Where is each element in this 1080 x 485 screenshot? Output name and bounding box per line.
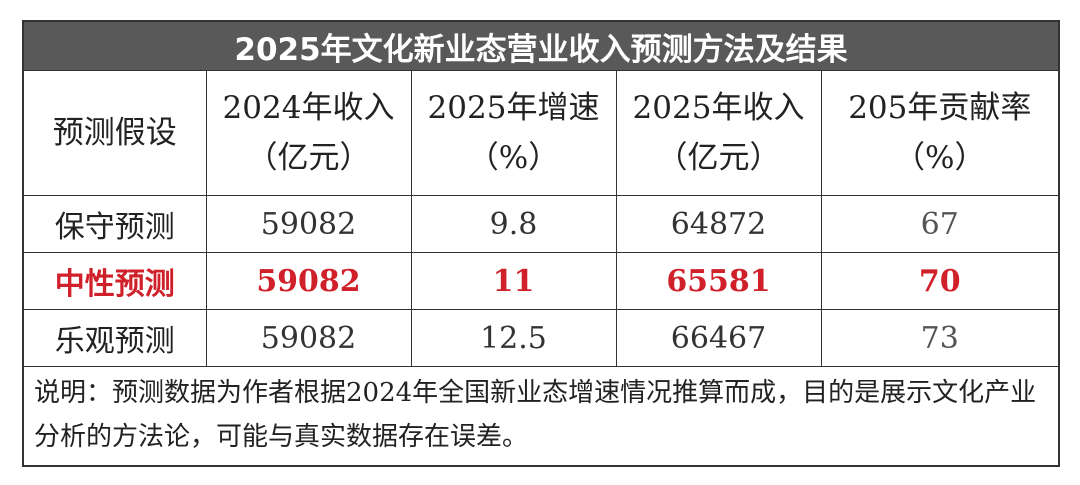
data-row-highlight: 中性预测 59082 11 65581 70 <box>22 252 1060 310</box>
header-row: 预测假设 2024年收入 （亿元） 2025年增速 （%） 2025年收入 （亿元） … <box>22 70 1060 196</box>
header-cell: 2025年增速 （%） <box>410 70 617 196</box>
header-unit: （亿元） <box>246 140 371 176</box>
header-line: 2024年收入 <box>222 90 395 126</box>
data-row: 乐观预测 59082 12.5 66467 73 <box>22 309 1060 367</box>
cell: 67 <box>820 195 1060 253</box>
header-unit: （亿元） <box>656 140 781 176</box>
row-label: 保守预测 <box>22 195 207 253</box>
header-cell: 2024年收入 （亿元） <box>205 70 412 196</box>
cell: 59082 <box>205 195 412 253</box>
table-title: 2025年文化新业态营业收入预测方法及结果 <box>22 20 1060 71</box>
note: 说明：预测数据为作者根据2024年全国新业态增速情况推算而成，目的是展示文化产业… <box>22 366 1060 467</box>
header-line: 预测假设 <box>52 115 177 151</box>
cell: 73 <box>820 309 1060 367</box>
cell: 64872 <box>615 195 822 253</box>
header-cell: 预测假设 <box>22 70 207 196</box>
header-line: 2025年增速 <box>427 90 600 126</box>
header-unit: （%） <box>894 140 986 176</box>
header-cell: 2025年收入 （亿元） <box>615 70 822 196</box>
cell: 66467 <box>615 309 822 367</box>
cell: 65581 <box>615 252 822 310</box>
row-label: 乐观预测 <box>22 309 207 367</box>
cell: 70 <box>820 252 1060 310</box>
data-row: 保守预测 59082 9.8 64872 67 <box>22 195 1060 253</box>
cell: 59082 <box>205 309 412 367</box>
cell: 59082 <box>205 252 412 310</box>
header-line: 205年贡献率 <box>848 90 1032 126</box>
cell: 9.8 <box>410 195 617 253</box>
forecast-table: 2025年文化新业态营业收入预测方法及结果 预测假设 2024年收入 （亿元） 2… <box>22 20 1061 467</box>
header-cell: 205年贡献率 （%） <box>820 70 1060 196</box>
table-wrap: 2025年文化新业态营业收入预测方法及结果 预测假设 2024年收入 （亿元） 2… <box>22 20 1061 467</box>
cell: 12.5 <box>410 309 617 367</box>
header-unit: （%） <box>467 140 560 176</box>
cell: 11 <box>410 252 617 310</box>
header-line: 2025年收入 <box>632 90 805 126</box>
row-label: 中性预测 <box>22 252 207 310</box>
